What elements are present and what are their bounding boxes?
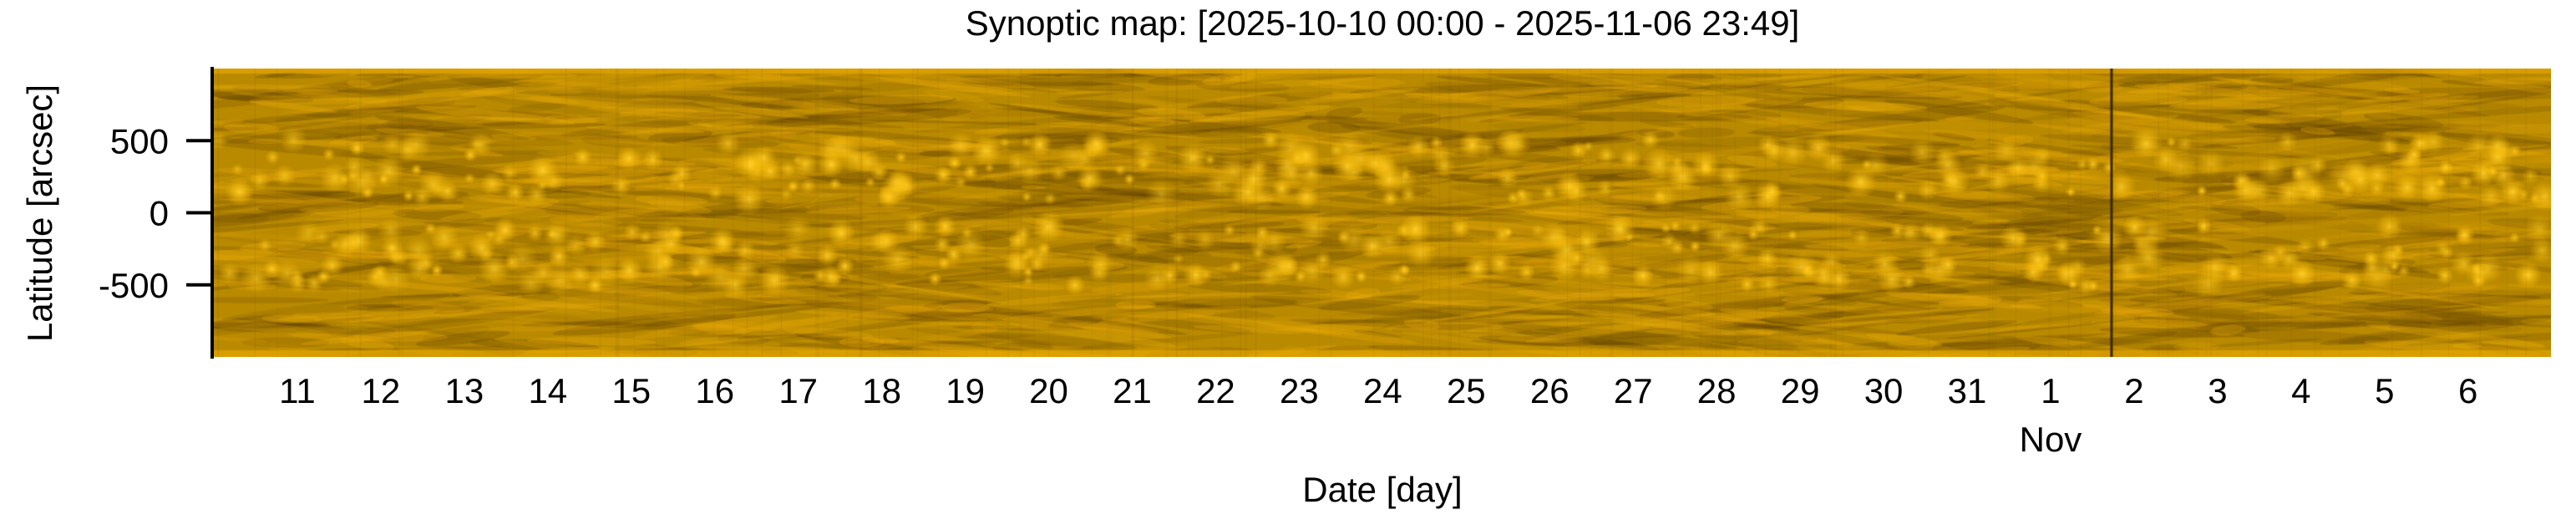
y-tick-label: -500 xyxy=(99,266,169,305)
x-tick-label: 30 xyxy=(1864,371,1904,410)
x-tick-label: 24 xyxy=(1363,371,1402,410)
x-tick-label: 2 xyxy=(2124,371,2143,410)
x-tick-label: 21 xyxy=(1113,371,1152,410)
y-axis-label: Latitude [arcsec] xyxy=(20,84,59,342)
x-tick-label: 28 xyxy=(1697,371,1737,410)
x-tick-label: 23 xyxy=(1280,371,1319,410)
x-tick-label: 18 xyxy=(862,371,901,410)
y-tick-label: 0 xyxy=(150,194,169,233)
y-ticks: 500 0 -500 xyxy=(99,121,212,305)
x-tick-label: 4 xyxy=(2291,371,2310,410)
x-tick-label: 26 xyxy=(1530,371,1569,410)
chart-title: Synoptic map: [2025-10-10 00:00 - 2025-1… xyxy=(966,3,1800,43)
x-tick-label: 20 xyxy=(1029,371,1068,410)
x-tick-label: 13 xyxy=(445,371,484,410)
x-tick-label: 12 xyxy=(362,371,401,410)
x-tick-labels: 11 12 13 14 15 16 17 18 19 20 21 22 23 24 25 26 27 28 29 30… xyxy=(279,371,2477,410)
x-tick-label: 29 xyxy=(1781,371,1820,410)
x-tick-label: 1 xyxy=(2041,371,2060,410)
x-tick-label: 11 xyxy=(279,371,316,410)
synoptic-map-image xyxy=(214,69,2551,357)
x-tick-label: 22 xyxy=(1196,371,1235,410)
x-tick-label: 15 xyxy=(611,371,651,410)
x-tick-label: 14 xyxy=(528,371,567,410)
x-tick-label: 31 xyxy=(1948,371,1987,410)
x-tick-label: 17 xyxy=(778,371,818,410)
month-label: Nov xyxy=(2020,420,2082,459)
x-tick-label: 27 xyxy=(1614,371,1653,410)
y-tick-label: 500 xyxy=(110,121,169,161)
x-tick-label: 16 xyxy=(695,371,734,410)
x-tick-label: 19 xyxy=(946,371,985,410)
x-axis-label: Date [day] xyxy=(1302,470,1462,509)
x-tick-label: 6 xyxy=(2458,371,2477,410)
x-tick-label: 3 xyxy=(2208,371,2227,410)
x-tick-label: 5 xyxy=(2375,371,2394,410)
x-tick-label: 25 xyxy=(1447,371,1486,410)
